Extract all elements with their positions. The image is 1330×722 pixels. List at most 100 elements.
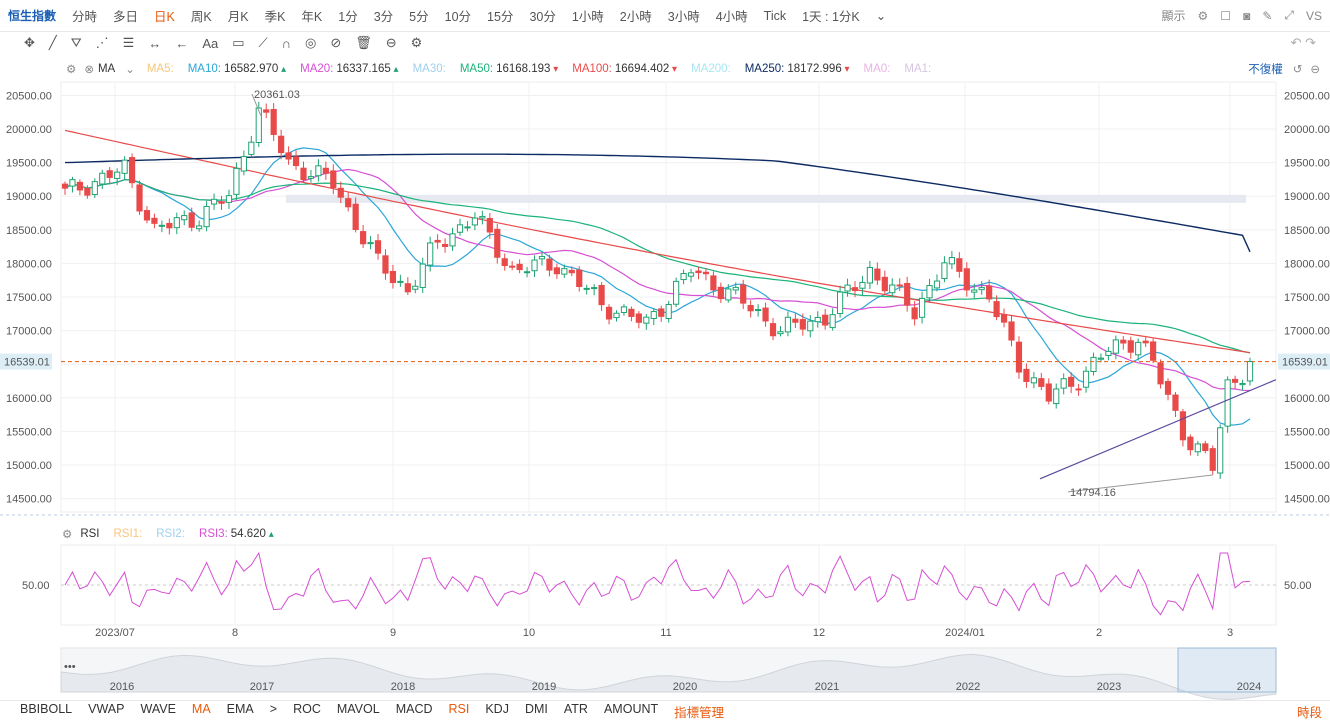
tab-3hour[interactable]: 3小時 [667, 10, 700, 24]
adjust-menu[interactable]: 不復權 [1248, 64, 1283, 76]
minimize-icon[interactable]: ⊖ [1310, 64, 1320, 76]
tab-tick[interactable]: Tick [763, 8, 787, 23]
tab-daily[interactable]: 日K [154, 10, 175, 24]
ma-legend-item[interactable]: MA30: [413, 63, 446, 75]
candle-body [151, 217, 158, 224]
indicator-tab-wave[interactable]: WAVE [140, 702, 176, 716]
text-tool[interactable]: Aa [202, 35, 219, 51]
tab-intraday[interactable]: 分時 [72, 10, 98, 24]
chevron-down-icon[interactable]: ⌄ [125, 64, 135, 76]
tab-quarterly[interactable]: 季K [264, 10, 286, 24]
settings-icon[interactable]: ⚙ [66, 64, 77, 76]
rsi-legend-item[interactable]: RSI2: [156, 528, 185, 540]
arrow-icon[interactable]: ← [175, 35, 189, 51]
tab-weekly[interactable]: 周K [190, 10, 212, 24]
lock-icon[interactable]: ◎ [304, 35, 317, 50]
candle [1164, 378, 1172, 401]
ma-legend-item[interactable]: MA100: 16694.402 ▾ [572, 63, 677, 75]
indicator-tab-vwap[interactable]: VWAP [88, 702, 125, 716]
ma-legend-item[interactable]: MA1: [904, 63, 931, 75]
price-tick-label-right: 18000.00 [1284, 258, 1330, 270]
hide-icon[interactable]: ⊘ [330, 35, 342, 50]
ma-legend-item[interactable]: MA50: 16168.193 ▾ [460, 63, 558, 75]
indicator-tab-bbiboll[interactable]: BBIBOLL [20, 702, 73, 716]
channel-icon[interactable]: ☰ [122, 35, 135, 50]
indicator-tab-[interactable]: 指標管理 [674, 706, 725, 720]
ma-legend-item[interactable]: MA20: 16337.165 ▴ [300, 63, 398, 75]
close-icon[interactable]: ⊗ [84, 64, 94, 76]
candle [456, 218, 464, 236]
chart-canvas[interactable]: 20500.00 20500.00 20000.00 20000.00 19500.00… [0, 0, 1330, 700]
rsi-indicator-name[interactable]: RSI [80, 528, 100, 540]
note-icon[interactable]: ▭ [232, 35, 245, 50]
candle [769, 318, 777, 341]
undo-redo-icons[interactable]: ↶ ↷ [1290, 35, 1316, 50]
current-price-tag-right-bg [1278, 353, 1330, 370]
symbol-name[interactable]: 恒生指數 [8, 9, 57, 23]
indicator-tab-mavol[interactable]: MAVOL [336, 702, 380, 716]
tab-1min[interactable]: 1分 [338, 10, 358, 24]
tab-3min[interactable]: 3分 [373, 10, 394, 24]
indicator-tab-[interactable]: > [269, 702, 278, 716]
ma-legend-item[interactable]: MA10: 16582.970 ▴ [188, 63, 286, 75]
reset-icon[interactable]: ↺ [1292, 64, 1303, 76]
ruler-icon[interactable]: ⟋ [258, 35, 268, 50]
ma-legend-item[interactable]: MA250: 18172.996 ▾ [745, 63, 850, 75]
candle-body [583, 287, 590, 290]
candle [643, 314, 650, 330]
fib-icon[interactable]: ⋰ [95, 35, 109, 50]
ma-indicator-name[interactable]: MA [97, 63, 116, 75]
trash-icon[interactable]: 🗑 [355, 35, 372, 50]
vs-button[interactable]: VS [1305, 8, 1322, 23]
crosshair-icon[interactable]: ✥ [24, 35, 35, 50]
ma-label: MA50: [459, 63, 494, 75]
fullscreen-icon[interactable]: ⤢ [1284, 8, 1294, 22]
indicator-tab-ma[interactable]: MA [191, 702, 211, 716]
candle [188, 207, 195, 232]
camera-icon[interactable]: ◙ [1243, 8, 1251, 23]
session-button[interactable]: 時段 [1296, 706, 1322, 720]
indicator-tab-dmi[interactable]: DMI [524, 702, 548, 716]
indicator-tab-kdj[interactable]: KDJ [485, 702, 509, 716]
navigator-handle[interactable]: ••• [64, 661, 76, 673]
magnet-icon[interactable]: ∩ [281, 35, 291, 51]
display-menu[interactable]: 顯示 [1161, 9, 1186, 23]
indicator-tab-rsi[interactable]: RSI [448, 702, 470, 716]
indicator-tab-macd[interactable]: MACD [395, 702, 433, 716]
tab-30min[interactable]: 30分 [529, 10, 556, 24]
tab-monthly[interactable]: 月K [227, 10, 249, 24]
ma-label: MA200: [691, 63, 731, 75]
tab-4hour[interactable]: 4小時 [715, 10, 748, 24]
measure-icon[interactable]: ↔ [148, 35, 162, 51]
tab-multiday[interactable]: 多日 [113, 10, 139, 24]
pattern-icon[interactable]: ⛛ [70, 35, 82, 50]
tab-1hour[interactable]: 1小時 [571, 10, 604, 24]
gear-icon[interactable]: ⚙ [1197, 8, 1209, 23]
settings-icon[interactable]: ⚙ [62, 529, 73, 541]
indicator-tab-atr[interactable]: ATR [563, 702, 588, 716]
indicator-tab-amount[interactable]: AMOUNT [603, 702, 659, 716]
settings-icon[interactable]: ⚙ [410, 35, 423, 50]
tab-15min[interactable]: 15分 [487, 10, 514, 24]
candle [486, 212, 493, 239]
ma-legend-item[interactable]: MA0: [864, 63, 891, 75]
candle-body [613, 312, 620, 319]
rsi-legend-item[interactable]: RSI3: 54.620 ▴ [199, 528, 274, 540]
indicator-tab-roc[interactable]: ROC [293, 702, 321, 716]
tab-10min[interactable]: 10分 [444, 10, 472, 24]
tab-5min[interactable]: 5分 [409, 10, 429, 24]
tab-2hour[interactable]: 2小時 [619, 10, 652, 24]
square-icon[interactable]: ☐ [1220, 8, 1232, 23]
pen-icon[interactable]: ✎ [1262, 8, 1273, 23]
candle [307, 169, 315, 183]
period-select[interactable]: 1天 : 1分K [802, 10, 860, 24]
ma-legend-item[interactable]: MA200: [691, 63, 731, 75]
indicator-tab-ema[interactable]: EMA [226, 702, 254, 716]
line-icon[interactable]: ╱ [48, 35, 57, 50]
ma-legend-item[interactable]: MA5: [147, 63, 174, 75]
ma-label: MA250: [744, 63, 785, 75]
rsi-legend-item[interactable]: RSI1: [113, 528, 142, 540]
chevron-down-icon[interactable]: ⌄ [875, 9, 887, 23]
link-icon[interactable]: ⊖ [385, 35, 397, 50]
tab-yearly[interactable]: 年K [301, 10, 323, 24]
